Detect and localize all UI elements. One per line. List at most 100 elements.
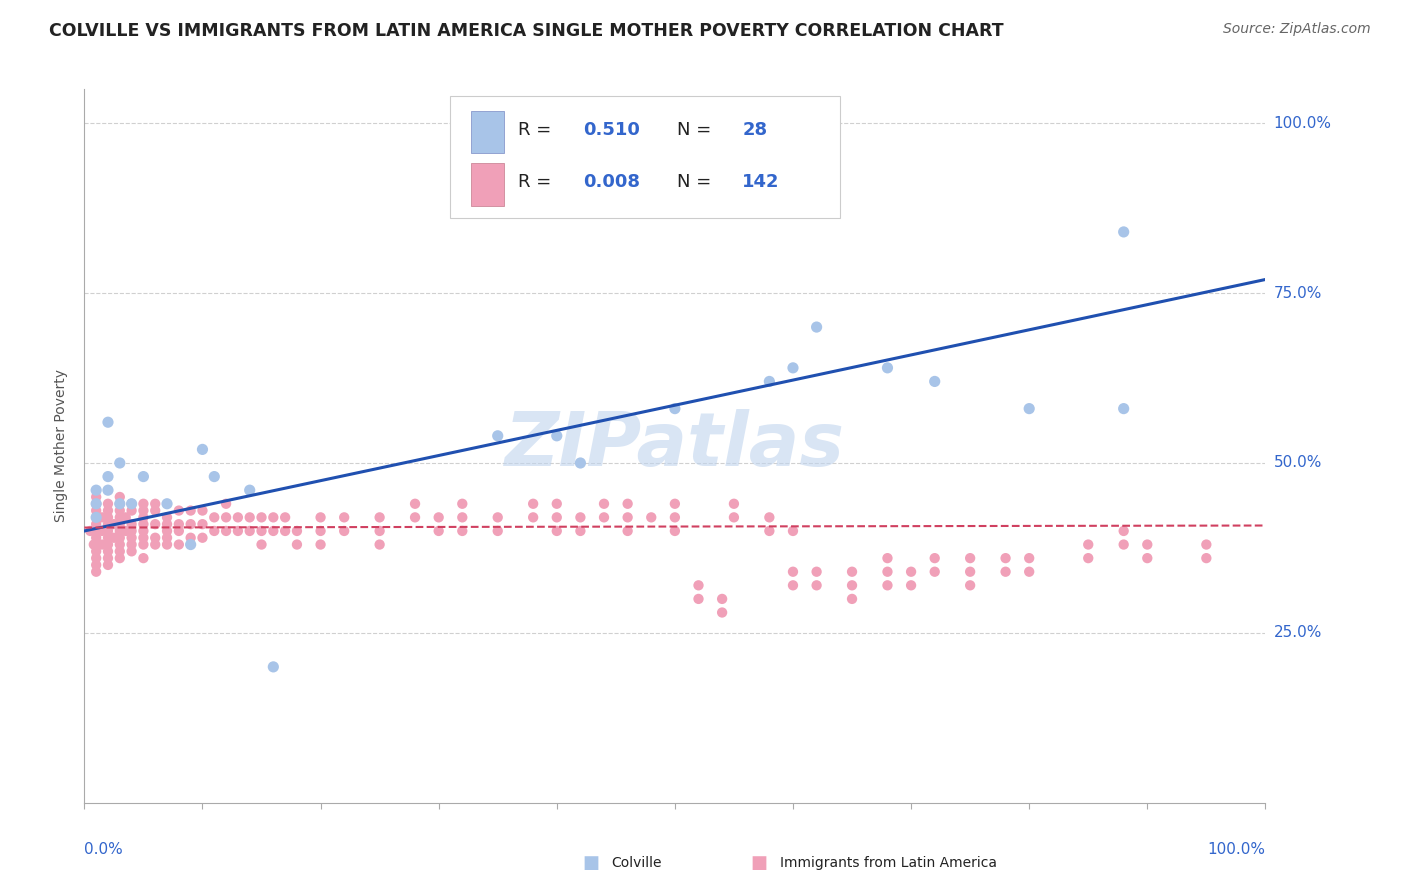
Point	[121, 503, 143, 517]
Point	[1112, 524, 1135, 538]
Point	[215, 497, 238, 511]
Point	[664, 497, 686, 511]
Point	[108, 456, 131, 470]
Point	[486, 429, 509, 443]
Point	[239, 483, 262, 498]
Point	[806, 578, 828, 592]
Point	[108, 503, 131, 517]
Point	[1112, 401, 1135, 416]
Point	[84, 565, 107, 579]
Text: 100.0%: 100.0%	[1208, 842, 1265, 857]
Point	[546, 429, 568, 443]
Point	[1018, 551, 1040, 566]
Point	[711, 591, 734, 606]
Point	[202, 510, 225, 524]
Point	[191, 517, 214, 532]
Point	[121, 544, 143, 558]
Point	[108, 544, 131, 558]
Point	[215, 510, 238, 524]
Point	[143, 497, 166, 511]
Point	[1077, 551, 1099, 566]
Point	[226, 510, 249, 524]
Point	[202, 524, 225, 538]
Point	[841, 591, 863, 606]
Point	[522, 497, 544, 511]
Point	[97, 510, 120, 524]
Point	[782, 524, 804, 538]
Point	[876, 578, 898, 592]
Point	[167, 524, 190, 538]
Point	[97, 537, 120, 551]
Point	[108, 497, 131, 511]
Point	[132, 510, 155, 524]
Point	[84, 524, 107, 538]
Point	[132, 531, 155, 545]
Point	[841, 578, 863, 592]
Point	[121, 537, 143, 551]
Point	[368, 537, 391, 551]
Point	[723, 497, 745, 511]
Point	[103, 531, 125, 545]
Point	[404, 510, 426, 524]
Point	[782, 578, 804, 592]
Point	[1136, 537, 1159, 551]
Point	[522, 510, 544, 524]
Point	[262, 660, 284, 674]
Point	[97, 483, 120, 498]
Point	[876, 565, 898, 579]
Point	[108, 517, 131, 532]
Text: N =: N =	[678, 121, 717, 139]
Point	[1112, 537, 1135, 551]
Point	[546, 497, 568, 511]
Point	[924, 375, 946, 389]
Text: 28: 28	[742, 121, 768, 139]
Point	[97, 524, 120, 538]
Point	[108, 537, 131, 551]
Point	[143, 531, 166, 545]
Point	[723, 510, 745, 524]
Point	[143, 517, 166, 532]
Point	[569, 510, 592, 524]
Text: 50.0%: 50.0%	[1274, 456, 1322, 470]
Point	[91, 537, 114, 551]
Point	[84, 551, 107, 566]
Point	[782, 565, 804, 579]
Point	[239, 524, 262, 538]
Point	[97, 503, 120, 517]
Text: 100.0%: 100.0%	[1274, 116, 1331, 131]
Point	[546, 510, 568, 524]
Point	[616, 497, 638, 511]
Point	[156, 537, 179, 551]
Point	[546, 524, 568, 538]
Point	[84, 510, 107, 524]
Point	[84, 544, 107, 558]
Point	[1195, 551, 1218, 566]
Point	[309, 510, 332, 524]
Point	[1077, 537, 1099, 551]
Point	[959, 578, 981, 592]
Point	[959, 565, 981, 579]
Point	[250, 524, 273, 538]
Point	[84, 537, 107, 551]
Point	[640, 510, 662, 524]
Point	[97, 551, 120, 566]
Point	[262, 510, 284, 524]
Point	[309, 524, 332, 538]
Text: N =: N =	[678, 173, 717, 191]
Point	[239, 510, 262, 524]
Point	[132, 551, 155, 566]
Point	[1112, 225, 1135, 239]
Point	[758, 375, 780, 389]
Point	[156, 510, 179, 524]
Point	[108, 490, 131, 504]
Point	[97, 531, 120, 545]
Point	[285, 537, 308, 551]
Point	[108, 510, 131, 524]
Text: Immigrants from Latin America: Immigrants from Latin America	[780, 856, 997, 871]
Point	[84, 558, 107, 572]
Point	[156, 497, 179, 511]
Point	[84, 497, 107, 511]
Point	[616, 510, 638, 524]
Point	[994, 551, 1017, 566]
Point	[180, 503, 202, 517]
